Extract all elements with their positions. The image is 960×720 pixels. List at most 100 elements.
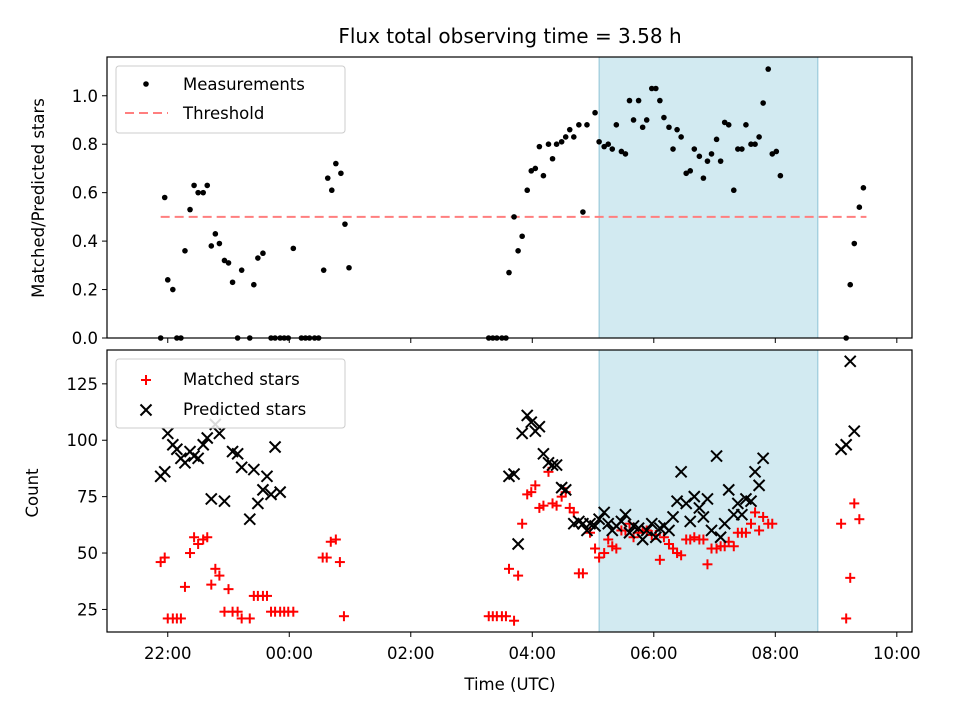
predicted-star-point [705, 524, 718, 537]
matched-star-point [577, 568, 588, 579]
legend-predicted-label: Predicted stars [183, 400, 306, 419]
predicted-star-point [839, 438, 853, 451]
predicted-star-point [588, 519, 602, 533]
matched-star-point [758, 511, 769, 522]
measurement-point [164, 277, 171, 283]
measurement-point [540, 172, 547, 179]
matched-star-point [740, 527, 751, 538]
matched-star-point [594, 552, 605, 563]
matched-star-point [513, 570, 524, 581]
top-shaded-interval [598, 56, 819, 339]
measurement-point [511, 214, 517, 220]
measurement-point [592, 109, 598, 116]
matched-star-point [517, 518, 528, 529]
predicted-star-point [731, 497, 745, 510]
legend-predicted-cross [139, 403, 153, 417]
measurement-point [721, 119, 728, 126]
top-panel: 0.0 0.2 0.4 0.6 0.8 1.0 Matched/Predicted sta… [29, 56, 913, 348]
predicted-star-point [260, 470, 274, 483]
measurement-point [221, 257, 228, 264]
measurement-point [717, 158, 724, 164]
matched-star-point [754, 525, 765, 536]
predicted-star-point [511, 537, 525, 551]
matched-star-point [689, 532, 700, 543]
predicted-star-point [178, 456, 192, 470]
measurement-point [229, 279, 236, 286]
measurement-point [657, 97, 663, 104]
measurement-point [195, 189, 201, 196]
measurement-point [545, 141, 552, 148]
measurement-point [342, 221, 348, 227]
measurement-point [532, 165, 539, 172]
measurement-point [622, 151, 629, 157]
measurement-point [713, 136, 720, 143]
y-tick-label: 0.6 [72, 184, 98, 203]
predicted-star-point [636, 533, 649, 546]
legend-measurements-label: Measurements [183, 75, 305, 94]
predicted-star-point [645, 517, 658, 530]
x-tick-label: 22:00 [144, 644, 192, 663]
matched-star-point [849, 498, 860, 509]
matched-star-point [288, 606, 299, 617]
y-tick-label: 0.8 [72, 135, 98, 154]
predicted-star-point [722, 483, 735, 497]
predicted-star-point [158, 465, 171, 479]
measurement-point [666, 124, 672, 131]
measurement-point [777, 172, 784, 179]
matched-star-point [159, 552, 170, 563]
predicted-star-point [546, 458, 559, 472]
measurement-point [576, 122, 582, 128]
matched-star-point [223, 584, 234, 595]
measurement-point [735, 146, 741, 152]
measurement-point [678, 134, 684, 140]
predicted-star-point [213, 427, 226, 440]
matched-star-point [509, 615, 520, 626]
top-x-ticks [167, 338, 898, 343]
matched-star-point [746, 518, 756, 529]
measurement-point [687, 168, 694, 174]
measurement-point [708, 151, 715, 157]
bottom-y-axis-label: Count [23, 468, 42, 518]
measurement-point [238, 267, 245, 273]
matched-star-point [185, 548, 196, 559]
predicted-star-point [580, 524, 594, 537]
matched-star-point [193, 539, 204, 550]
predicted-star-point [515, 427, 529, 440]
matched-star-point [750, 507, 761, 518]
measurement-point [648, 85, 655, 92]
measurement-point [558, 138, 565, 145]
predicted-star-point [251, 497, 265, 510]
measurement-point [683, 170, 689, 177]
matched-star-point [189, 532, 200, 543]
measurement-point [605, 141, 612, 148]
legend-measurements-marker [143, 81, 149, 87]
measurement-point [187, 206, 193, 213]
bottom-panel: 25 50 75 100 125 22:00 00:00 02:00 04:00 06:00 08… [23, 349, 921, 694]
measurement-point [851, 240, 858, 247]
matched-star-point [210, 563, 221, 574]
measurement-point [661, 114, 667, 121]
measurement-point [773, 148, 780, 155]
predicted-star-point [697, 510, 710, 524]
predicted-star-point [525, 415, 538, 429]
matched-star-point [330, 534, 341, 545]
predicted-star-point [748, 465, 762, 479]
measurement-point [743, 122, 749, 128]
matched-star-point [611, 543, 622, 554]
predicted-star-point [684, 515, 697, 528]
predicted-star-point [744, 494, 758, 508]
predicted-star-point [161, 427, 174, 440]
measurement-point [524, 187, 531, 194]
bottom-axes-frame [106, 349, 913, 633]
matched-star-point [845, 572, 856, 583]
predicted-star-point [592, 512, 606, 526]
measurement-point [506, 269, 512, 276]
predicted-star-point [218, 494, 231, 508]
measurement-point [208, 243, 215, 249]
legend-predicted-marker [139, 403, 153, 417]
predicted-star-point [550, 458, 563, 472]
top-axes-frame [106, 56, 913, 339]
top-legend: Measurements Threshold [115, 65, 346, 134]
predicted-star-point [649, 531, 663, 544]
